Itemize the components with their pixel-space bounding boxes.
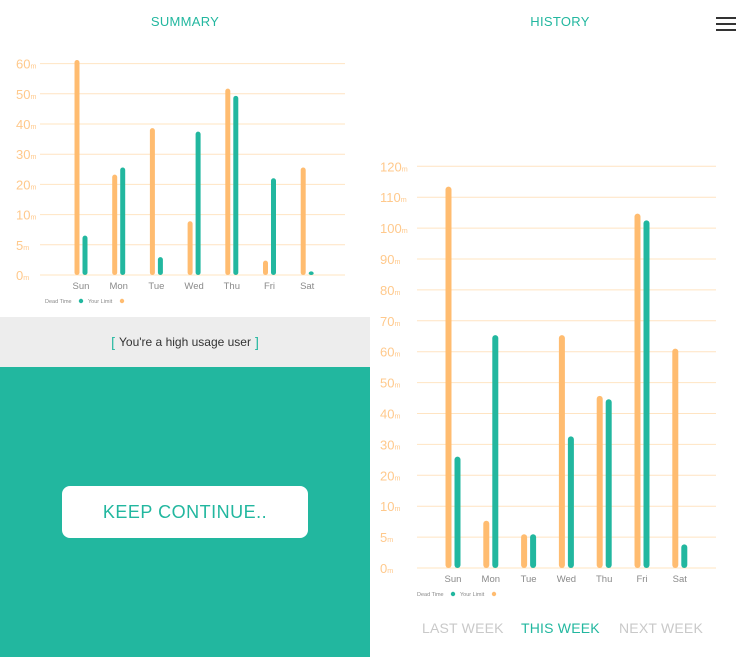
- bar-limit-sun: [74, 60, 80, 275]
- bar-limit-mon: [112, 174, 118, 275]
- x-tick-label: Tue: [521, 574, 537, 585]
- x-tick-label: Fri: [264, 281, 275, 292]
- y-tick-label: 60m: [380, 345, 400, 360]
- y-tick-label: 30m: [16, 147, 36, 162]
- y-tick-label: 60m: [16, 57, 36, 72]
- bar-dead-time-fri: [271, 178, 276, 275]
- bar-dead-time-thu: [233, 95, 239, 275]
- y-tick-label: 100m: [380, 221, 408, 236]
- bar-limit-thu: [225, 88, 231, 276]
- bar-dead-time-sun: [454, 456, 461, 568]
- y-tick-label: 70m: [380, 314, 400, 329]
- x-tick-label: Wed: [557, 574, 576, 585]
- x-tick-label: Fri: [636, 574, 647, 585]
- bar-dead-time-wed: [195, 131, 201, 275]
- history-title: HISTORY: [530, 14, 590, 29]
- bar-limit-wed: [187, 221, 193, 275]
- x-tick-label: Sun: [445, 574, 462, 585]
- status-text: You're a high usage user: [119, 335, 251, 349]
- x-tick-label: Thu: [596, 574, 612, 585]
- bar-limit-wed: [558, 335, 565, 568]
- keep-continue-button[interactable]: KEEP CONTINUE..: [62, 486, 308, 538]
- x-tick-label: Tue: [148, 281, 164, 292]
- y-tick-label: 40m: [16, 117, 36, 132]
- bracket-open: [: [111, 334, 116, 350]
- x-tick-label: Thu: [224, 281, 240, 292]
- y-tick-label: 50m: [380, 376, 400, 391]
- hamburger-menu-icon[interactable]: [716, 16, 736, 32]
- bar-dead-time-tue: [530, 534, 537, 568]
- y-tick-label: 0m: [380, 561, 393, 576]
- legend-label-dead-time: Dead Time: [45, 299, 72, 305]
- legend-label-your-limit: Your Limit: [460, 592, 485, 598]
- y-tick-label: 30m: [380, 437, 400, 452]
- bar-limit-thu: [596, 395, 603, 568]
- status-strip: [ You're a high usage user ]: [0, 317, 370, 367]
- history-panel: HISTORY 0m 5m 10m 20m 30m 40m 50m 60m 70m 80m 90m 1…: [370, 0, 750, 657]
- bar-limit-tue: [149, 128, 155, 275]
- legend-dot-dead-time: [78, 298, 84, 304]
- x-tick-label: Mon: [482, 574, 500, 585]
- y-tick-label: 80m: [380, 283, 400, 298]
- bar-limit-tue: [521, 534, 528, 568]
- y-tick-label: 5m: [380, 530, 393, 545]
- bar-limit-fri: [263, 260, 268, 275]
- bar-dead-time-fri: [643, 220, 650, 568]
- y-tick-label: 20m: [380, 468, 400, 483]
- bar-limit-fri: [634, 213, 641, 568]
- action-area: KEEP CONTINUE..: [0, 367, 370, 657]
- bar-dead-time-wed: [567, 436, 574, 568]
- summary-panel: SUMMARY 0m 5m 10m 20m 30m 40m 50m 60m Sun Mon Tue W…: [0, 0, 370, 657]
- bar-limit-sat: [672, 348, 679, 568]
- y-tick-label: 10m: [380, 499, 400, 514]
- y-tick-label: 40m: [380, 407, 400, 422]
- summary-chart: 0m 5m 10m 20m 30m 40m 50m 60m Sun Mon Tue Wed Thu Fri…: [16, 57, 345, 305]
- x-tick-label: Mon: [109, 281, 127, 292]
- bar-limit-sun: [445, 186, 452, 568]
- bar-dead-time-mon: [120, 167, 126, 275]
- bar-limit-sat: [300, 167, 306, 275]
- y-tick-label: 120m: [380, 159, 408, 174]
- bracket-close: ]: [254, 334, 259, 350]
- history-chart: 0m 5m 10m 20m 30m 40m 50m 60m 70m 80m 90m 100m 110m 1…: [380, 159, 716, 598]
- legend-dot-your-limit: [119, 298, 125, 304]
- x-tick-label: Sat: [300, 281, 315, 292]
- bar-dead-time-thu: [605, 399, 612, 568]
- bar-dead-time-tue: [157, 257, 163, 275]
- bar-dead-time-mon: [492, 335, 499, 568]
- y-tick-label: 90m: [380, 252, 400, 267]
- y-tick-label: 110m: [380, 190, 407, 205]
- tab-this-week[interactable]: THIS WEEK: [521, 620, 600, 636]
- y-tick-label: 0m: [16, 268, 29, 283]
- bar-dead-time-sat: [681, 544, 688, 568]
- bar-dead-time-sat: [308, 271, 314, 275]
- x-tick-label: Sat: [673, 574, 688, 585]
- legend-label-your-limit: Your Limit: [88, 299, 113, 305]
- x-tick-label: Sun: [73, 281, 90, 292]
- legend-dot-your-limit: [491, 591, 497, 597]
- y-tick-label: 20m: [16, 177, 36, 192]
- tab-next-week[interactable]: NEXT WEEK: [619, 620, 704, 636]
- y-tick-label: 5m: [16, 238, 29, 253]
- week-navigation: LAST WEEK THIS WEEK NEXT WEEK: [370, 620, 750, 640]
- bar-dead-time-sun: [82, 235, 88, 275]
- legend-dot-dead-time: [450, 591, 456, 597]
- summary-title: SUMMARY: [150, 14, 220, 29]
- x-tick-label: Wed: [184, 281, 203, 292]
- bar-limit-mon: [483, 520, 490, 568]
- tab-last-week[interactable]: LAST WEEK: [422, 620, 504, 636]
- legend-label-dead-time: Dead Time: [417, 592, 444, 598]
- y-tick-label: 10m: [16, 208, 36, 223]
- y-tick-label: 50m: [16, 87, 36, 102]
